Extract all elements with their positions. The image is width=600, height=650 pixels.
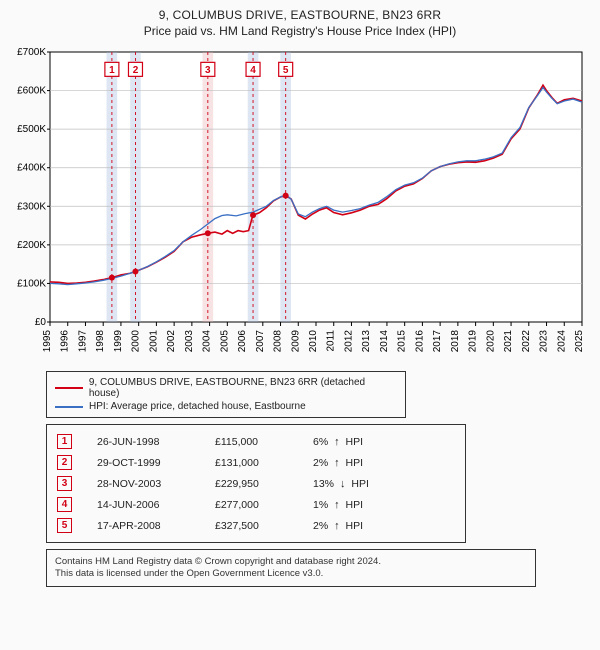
legend: 9, COLUMBUS DRIVE, EASTBOURNE, BN23 6RR … xyxy=(46,371,406,418)
sale-marker: 2 xyxy=(57,455,72,470)
sale-row: 4 14-JUN-2006 £277,000 1% ↑ HPI xyxy=(57,494,455,515)
y-tick-label: £0 xyxy=(35,317,47,328)
sale-row: 3 28-NOV-2003 £229,950 13% ↓ HPI xyxy=(57,473,455,494)
sale-vs-hpi: 2% ↑ HPI xyxy=(313,457,423,469)
x-tick-label: 1996 xyxy=(60,330,71,353)
sale-date: 28-NOV-2003 xyxy=(97,478,197,490)
x-tick-label: 2025 xyxy=(574,330,585,353)
sale-row: 2 29-OCT-1999 £131,000 2% ↑ HPI xyxy=(57,452,455,473)
x-tick-label: 1997 xyxy=(77,330,88,353)
arrow-up-icon: ↑ xyxy=(334,436,340,448)
x-tick-label: 2023 xyxy=(539,330,550,353)
sale-marker: 4 xyxy=(57,497,72,512)
x-tick-label: 1995 xyxy=(42,330,53,353)
event-marker-label: 4 xyxy=(250,65,256,76)
x-tick-label: 2001 xyxy=(148,330,159,353)
y-tick-label: £100K xyxy=(17,278,46,289)
sale-vs-hpi: 13% ↓ HPI xyxy=(313,478,423,490)
legend-label: HPI: Average price, detached house, East… xyxy=(89,401,306,412)
sale-marker: 5 xyxy=(57,518,72,533)
sale-point xyxy=(283,193,289,199)
sale-marker: 3 xyxy=(57,476,72,491)
title-block: 9, COLUMBUS DRIVE, EASTBOURNE, BN23 6RR … xyxy=(8,8,592,38)
x-tick-label: 2000 xyxy=(131,330,142,353)
x-tick-label: 2007 xyxy=(255,330,266,353)
sale-point xyxy=(250,212,256,218)
x-tick-label: 2010 xyxy=(308,330,319,353)
x-tick-label: 2009 xyxy=(290,330,301,353)
x-tick-label: 2017 xyxy=(432,330,443,353)
sale-date: 26-JUN-1998 xyxy=(97,436,197,448)
y-tick-label: £200K xyxy=(17,240,46,251)
arrow-up-icon: ↑ xyxy=(334,499,340,511)
legend-label: 9, COLUMBUS DRIVE, EASTBOURNE, BN23 6RR … xyxy=(89,377,397,399)
x-tick-label: 2018 xyxy=(450,330,461,353)
x-tick-label: 2013 xyxy=(361,330,372,353)
arrow-up-icon: ↑ xyxy=(334,520,340,532)
sale-price: £131,000 xyxy=(215,457,295,469)
sale-row: 1 26-JUN-1998 £115,000 6% ↑ HPI xyxy=(57,431,455,452)
legend-item: 9, COLUMBUS DRIVE, EASTBOURNE, BN23 6RR … xyxy=(55,376,397,400)
license-block: Contains HM Land Registry data © Crown c… xyxy=(46,549,536,587)
legend-swatch xyxy=(55,406,83,408)
x-tick-label: 2011 xyxy=(326,330,337,352)
legend-swatch xyxy=(55,387,83,389)
x-tick-label: 2008 xyxy=(273,330,284,353)
x-tick-label: 2014 xyxy=(379,330,390,353)
sale-point xyxy=(132,268,138,274)
x-tick-label: 1999 xyxy=(113,330,124,353)
sales-table: 1 26-JUN-1998 £115,000 6% ↑ HPI 2 29-OCT-1999… xyxy=(46,424,466,543)
event-marker-label: 3 xyxy=(205,65,211,76)
y-tick-label: £500K xyxy=(17,124,46,135)
x-tick-label: 2012 xyxy=(343,330,354,353)
sale-price: £115,000 xyxy=(215,436,295,448)
page-title-line1: 9, COLUMBUS DRIVE, EASTBOURNE, BN23 6RR xyxy=(8,8,592,22)
x-tick-label: 2022 xyxy=(521,330,532,353)
sale-price: £229,950 xyxy=(215,478,295,490)
sale-date: 14-JUN-2006 xyxy=(97,499,197,511)
sale-date: 29-OCT-1999 xyxy=(97,457,197,469)
x-tick-label: 2002 xyxy=(166,330,177,353)
license-line-1: Contains HM Land Registry data © Crown c… xyxy=(55,556,527,568)
sale-vs-hpi: 1% ↑ HPI xyxy=(313,499,423,511)
sale-point xyxy=(205,230,211,236)
x-tick-label: 2003 xyxy=(184,330,195,353)
x-tick-label: 2024 xyxy=(556,330,567,353)
sale-row: 5 17-APR-2008 £327,500 2% ↑ HPI xyxy=(57,515,455,536)
sale-vs-hpi: 2% ↑ HPI xyxy=(313,520,423,532)
sale-vs-hpi: 6% ↑ HPI xyxy=(313,436,423,448)
arrow-up-icon: ↑ xyxy=(334,457,340,469)
x-tick-label: 2020 xyxy=(485,330,496,353)
event-marker-label: 2 xyxy=(133,65,139,76)
license-line-2: This data is licensed under the Open Gov… xyxy=(55,568,527,580)
x-tick-label: 2004 xyxy=(202,330,213,353)
x-tick-label: 2021 xyxy=(503,330,514,353)
y-tick-label: £700K xyxy=(17,47,46,58)
event-marker-label: 5 xyxy=(283,65,289,76)
page-title-line2: Price paid vs. HM Land Registry's House … xyxy=(8,24,592,38)
event-marker-label: 1 xyxy=(109,65,115,76)
sale-price: £327,500 xyxy=(215,520,295,532)
x-tick-label: 2019 xyxy=(468,330,479,353)
x-tick-label: 2015 xyxy=(397,330,408,353)
sale-price: £277,000 xyxy=(215,499,295,511)
x-tick-label: 2006 xyxy=(237,330,248,353)
chart-svg: £0 £100K £200K £300K £400K £500K £600K £700K 199… xyxy=(8,42,592,362)
sale-point xyxy=(109,275,115,281)
x-tick-label: 1998 xyxy=(95,330,106,353)
plot-area xyxy=(50,52,582,322)
y-tick-label: £600K xyxy=(17,86,46,97)
y-tick-label: £300K xyxy=(17,201,46,212)
y-tick-label: £400K xyxy=(17,163,46,174)
x-tick-label: 2005 xyxy=(219,330,230,353)
sale-date: 17-APR-2008 xyxy=(97,520,197,532)
x-tick-label: 2016 xyxy=(414,330,425,353)
legend-item: HPI: Average price, detached house, East… xyxy=(55,400,397,413)
arrow-down-icon: ↓ xyxy=(340,478,346,490)
price-chart: £0 £100K £200K £300K £400K £500K £600K £700K 199… xyxy=(8,42,592,365)
sale-marker: 1 xyxy=(57,434,72,449)
